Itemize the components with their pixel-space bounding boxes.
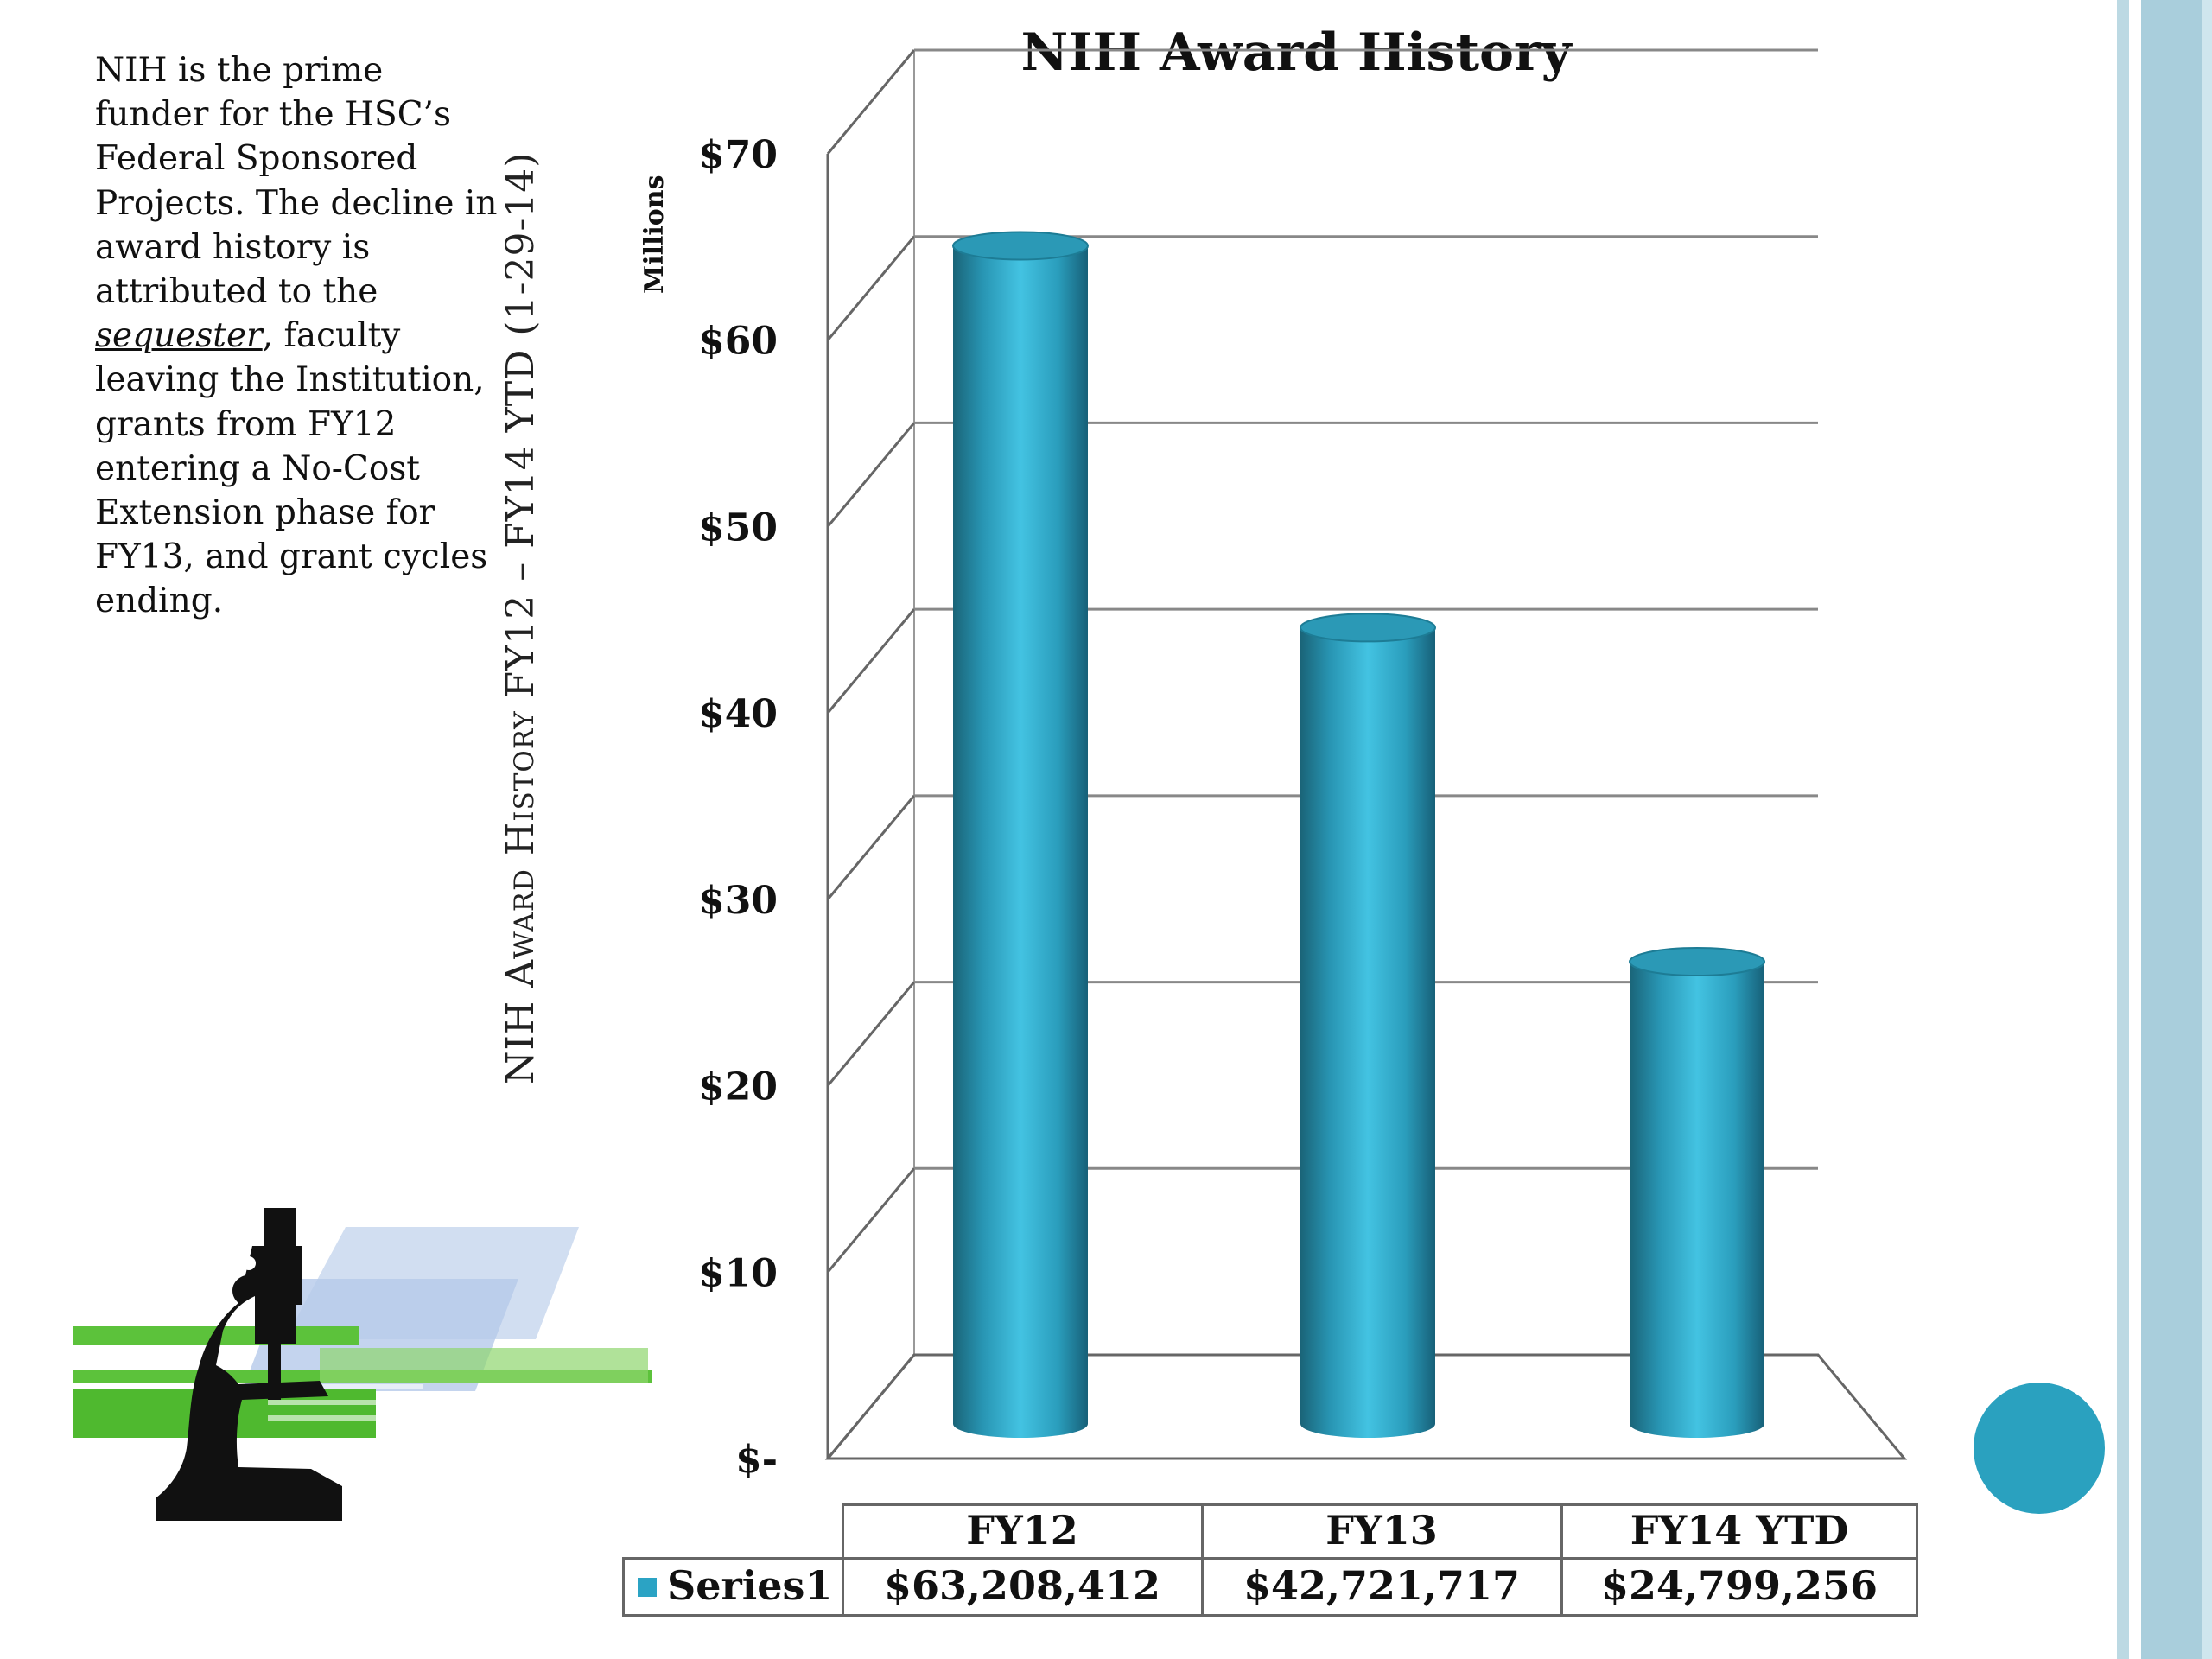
table-value-fy13: $42,721,717 [1243, 1562, 1521, 1609]
table-line [1560, 1503, 1563, 1616]
explanatory-note: NIH is the prime funder for the HSC’s Fe… [95, 48, 501, 624]
table-line [1201, 1503, 1204, 1616]
gridline-side [826, 794, 916, 900]
chart-title: NIH Award History [1020, 22, 1572, 83]
table-line [622, 1614, 1918, 1617]
table-line [1916, 1503, 1918, 1616]
bar-top-fy13 [1300, 613, 1436, 643]
data-table: FY12 FY13 FY14 YTD Series1 $63,208,412 $… [622, 1503, 1918, 1618]
gridline-side [826, 235, 916, 341]
clipart-grid-strip [268, 1415, 423, 1421]
gridline-side [826, 422, 916, 528]
y-tick-label: $10 [698, 1251, 778, 1295]
y-tick-label: $40 [698, 692, 778, 736]
chart-floor [824, 1353, 1908, 1460]
table-line [622, 1557, 625, 1616]
table-line [842, 1503, 844, 1616]
bar-cylinder-fy14-ytd [1630, 962, 1764, 1438]
clipart-grid-strip [268, 1384, 423, 1389]
note-emphasis: sequester [95, 316, 263, 356]
y-tick-label: $20 [698, 1065, 778, 1109]
bar-top-fy14-ytd [1629, 947, 1765, 977]
microscope-clipart [73, 1208, 652, 1521]
table-line [842, 1503, 1918, 1506]
table-line [622, 1557, 1918, 1560]
y-tick-label: $50 [698, 505, 778, 550]
table-value-fy12: $63,208,412 [883, 1562, 1161, 1609]
decorative-stripe [2117, 0, 2129, 1659]
bar-cylinder-fy13 [1300, 627, 1435, 1438]
y-tick-label: $70 [698, 133, 778, 177]
table-header-fy13: FY13 [1325, 1507, 1438, 1554]
microscope-knob [242, 1256, 256, 1270]
note-text-1: NIH is the prime funder for the HSC’s Fe… [95, 51, 498, 312]
clipart-grid-strip [268, 1400, 423, 1405]
table-header-fy14-ytd: FY14 YTD [1630, 1507, 1849, 1554]
gridline-side [826, 49, 916, 155]
accent-circle [1974, 1382, 2105, 1514]
table-value-fy14-ytd: $24,799,256 [1600, 1562, 1878, 1609]
note-text-2: , faculty leaving the Institution, grant… [95, 316, 488, 621]
y-tick-label: $60 [698, 320, 778, 364]
gridline-side [826, 981, 916, 1087]
decorative-stripe-edge [2202, 0, 2212, 1659]
legend-swatch [638, 1578, 657, 1597]
table-header-fy12: FY12 [966, 1507, 1078, 1554]
bar-cylinder-fy12 [953, 245, 1088, 1438]
gridline-side [826, 608, 916, 715]
decorative-stripe-gap [2129, 0, 2141, 1659]
bar-top-fy12 [952, 231, 1089, 261]
legend-series-name: Series1 [667, 1562, 833, 1609]
y-tick-label: $30 [698, 879, 778, 923]
gridline-side [826, 1167, 916, 1274]
decorative-stripe [2141, 0, 2212, 1659]
microscope-silhouette [156, 1208, 342, 1521]
y-tick-label: $- [735, 1438, 778, 1482]
clipart-green-band [320, 1348, 648, 1382]
